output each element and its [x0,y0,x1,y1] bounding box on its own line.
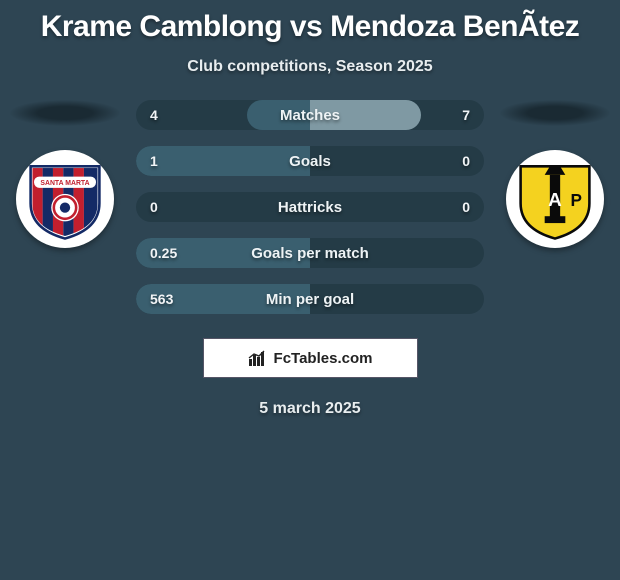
brand-badge[interactable]: FcTables.com [203,338,418,378]
shadow-decor [10,100,120,126]
comparison-panel: SANTA MARTA 4Matches71Goals00Hattricks00… [0,100,620,330]
stat-value-left: 0 [150,192,158,222]
bar-chart-icon [248,349,268,367]
stat-row: 563Min per goal [136,284,484,314]
right-player-col: A P [490,100,620,248]
stat-fill-left [136,284,310,314]
date-line: 5 march 2025 [0,400,620,418]
brand-label: FcTables.com [274,350,373,367]
stat-label: Hattricks [136,192,484,222]
stat-row: 0.25Goals per match [136,238,484,268]
stat-value-right: 0 [462,146,470,176]
stat-fill-left [136,238,310,268]
shadow-decor [500,100,610,126]
left-player-col: SANTA MARTA [0,100,130,248]
stat-value-left: 4 [150,100,158,130]
stat-value-right: 7 [462,100,470,130]
page-subtitle: Club competitions, Season 2025 [0,58,620,76]
stats-bars: 4Matches71Goals00Hattricks00.25Goals per… [130,100,490,330]
svg-text:SANTA MARTA: SANTA MARTA [40,180,89,187]
right-team-logo: A P [506,150,604,248]
stat-row: 4Matches7 [136,100,484,130]
stat-row: 0Hattricks0 [136,192,484,222]
svg-text:P: P [570,190,581,210]
page-title: Krame Camblong vs Mendoza BenÃtez [0,0,620,44]
stat-fill-left [247,100,310,130]
stat-fill-left [136,146,310,176]
stat-fill-right [310,100,421,130]
svg-text:A: A [548,190,562,211]
stat-row: 1Goals0 [136,146,484,176]
union-magdalena-logo: SANTA MARTA [22,156,108,242]
left-team-logo: SANTA MARTA [16,150,114,248]
stat-value-right: 0 [462,192,470,222]
alianza-petrolera-logo: A P [512,156,598,242]
